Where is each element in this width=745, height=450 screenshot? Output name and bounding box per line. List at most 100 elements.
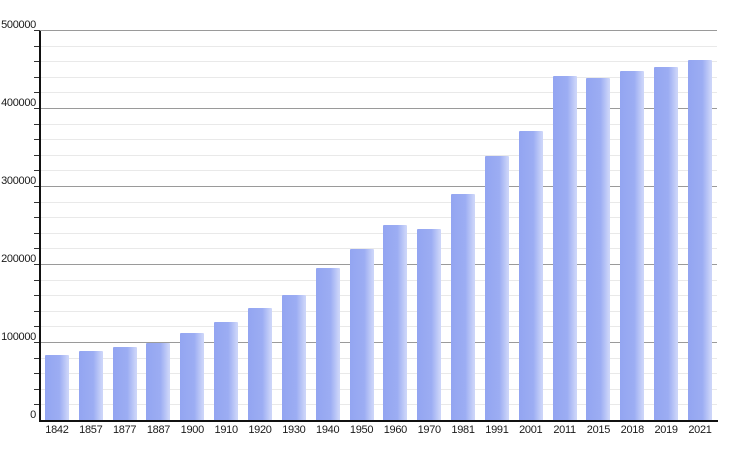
minor-gridline <box>40 217 717 219</box>
bar-slot <box>615 30 649 420</box>
x-axis-label: 2001 <box>519 424 543 436</box>
minor-gridline <box>40 248 717 250</box>
y-axis-tick <box>34 45 40 47</box>
y-axis-tick <box>34 357 40 359</box>
y-axis-label: 100000 <box>1 330 36 343</box>
y-axis-label: 500000 <box>1 18 36 31</box>
x-axis-line <box>38 420 718 422</box>
x-axis-label: 1970 <box>417 424 442 436</box>
minor-gridline <box>40 295 717 297</box>
bar <box>281 295 306 420</box>
y-axis-label: 0 <box>30 408 36 421</box>
major-gridline <box>40 30 717 31</box>
bar-slot <box>683 30 717 420</box>
y-axis-tick <box>34 342 40 343</box>
bar <box>586 77 611 420</box>
y-axis-labels: 0 100000 200000 300000 400000 500000 <box>0 19 36 421</box>
x-axis-label: 1981 <box>451 424 475 436</box>
minor-gridline <box>40 201 717 203</box>
y-axis-tick <box>34 310 40 312</box>
bar-slot <box>345 30 379 420</box>
x-axis-label: 1991 <box>485 424 509 436</box>
bar-slot <box>412 30 446 420</box>
minor-gridline <box>40 45 717 47</box>
minor-gridline <box>40 310 717 312</box>
x-axis-label: 1930 <box>282 424 306 436</box>
y-axis-tick <box>34 201 40 203</box>
minor-gridline <box>40 170 717 172</box>
minor-gridline <box>40 388 717 390</box>
y-axis-tick <box>34 123 40 125</box>
bar <box>417 228 442 420</box>
bar <box>315 267 340 420</box>
y-axis-tick <box>34 373 40 375</box>
x-axis-label: 1857 <box>79 424 103 436</box>
minor-gridline <box>40 61 717 63</box>
minor-gridline <box>40 154 717 156</box>
major-gridline <box>40 108 717 109</box>
y-axis-tick <box>34 388 40 390</box>
bar <box>518 131 543 420</box>
bar-slot <box>142 30 176 420</box>
bars-layer <box>40 30 717 420</box>
bar <box>146 342 171 420</box>
minor-gridline <box>40 139 717 141</box>
x-axis-label: 1900 <box>180 424 205 436</box>
bar <box>44 355 69 420</box>
bar-slot <box>175 30 209 420</box>
y-axis-tick <box>34 61 40 63</box>
y-axis-tick <box>34 154 40 156</box>
bar <box>112 347 137 420</box>
y-axis-tick <box>34 186 40 187</box>
x-axis-label: 1950 <box>349 424 374 436</box>
y-axis-tick <box>34 170 40 172</box>
y-axis-tick <box>34 76 40 78</box>
bar-slot <box>514 30 548 420</box>
y-axis-tick <box>34 30 40 31</box>
bar <box>687 60 712 420</box>
x-axis-label: 2011 <box>553 424 576 436</box>
major-gridline <box>40 264 717 265</box>
y-axis-tick <box>34 139 40 141</box>
bar <box>552 76 577 420</box>
x-axis-label: 1877 <box>112 424 137 436</box>
bar-slot <box>243 30 277 420</box>
bar-slot <box>378 30 412 420</box>
bar <box>654 66 679 420</box>
x-axis-label: 2018 <box>620 424 645 436</box>
bar <box>214 321 239 420</box>
y-axis-label: 200000 <box>1 252 36 265</box>
y-axis-label: 400000 <box>1 96 36 109</box>
y-axis-tick <box>34 108 40 109</box>
bar-slot <box>277 30 311 420</box>
y-axis-tick <box>34 295 40 297</box>
bar-slot <box>209 30 243 420</box>
x-axis-label: 1940 <box>316 424 340 436</box>
bar <box>247 308 272 420</box>
bar <box>383 225 408 420</box>
minor-gridline <box>40 123 717 125</box>
bar-slot <box>40 30 74 420</box>
minor-gridline <box>40 326 717 328</box>
x-axis-label: 1960 <box>383 424 408 436</box>
y-axis-tick <box>34 217 40 219</box>
minor-gridline <box>40 232 717 234</box>
y-axis-label: 300000 <box>1 174 36 187</box>
plot-area <box>34 30 717 421</box>
bar-slot <box>548 30 582 420</box>
bar-slot <box>649 30 683 420</box>
minor-gridline <box>40 373 717 375</box>
x-axis-label: 1910 <box>214 424 239 436</box>
y-axis-tick <box>34 279 40 281</box>
bar-slot <box>480 30 514 420</box>
bar-slot <box>311 30 345 420</box>
y-axis-line <box>38 31 41 422</box>
bar <box>180 332 205 420</box>
y-axis-tick <box>34 248 40 250</box>
y-axis-tick <box>34 232 40 234</box>
major-gridline <box>40 342 717 343</box>
minor-gridline <box>40 279 717 281</box>
y-axis-tick <box>34 404 40 406</box>
minor-gridline <box>40 357 717 359</box>
